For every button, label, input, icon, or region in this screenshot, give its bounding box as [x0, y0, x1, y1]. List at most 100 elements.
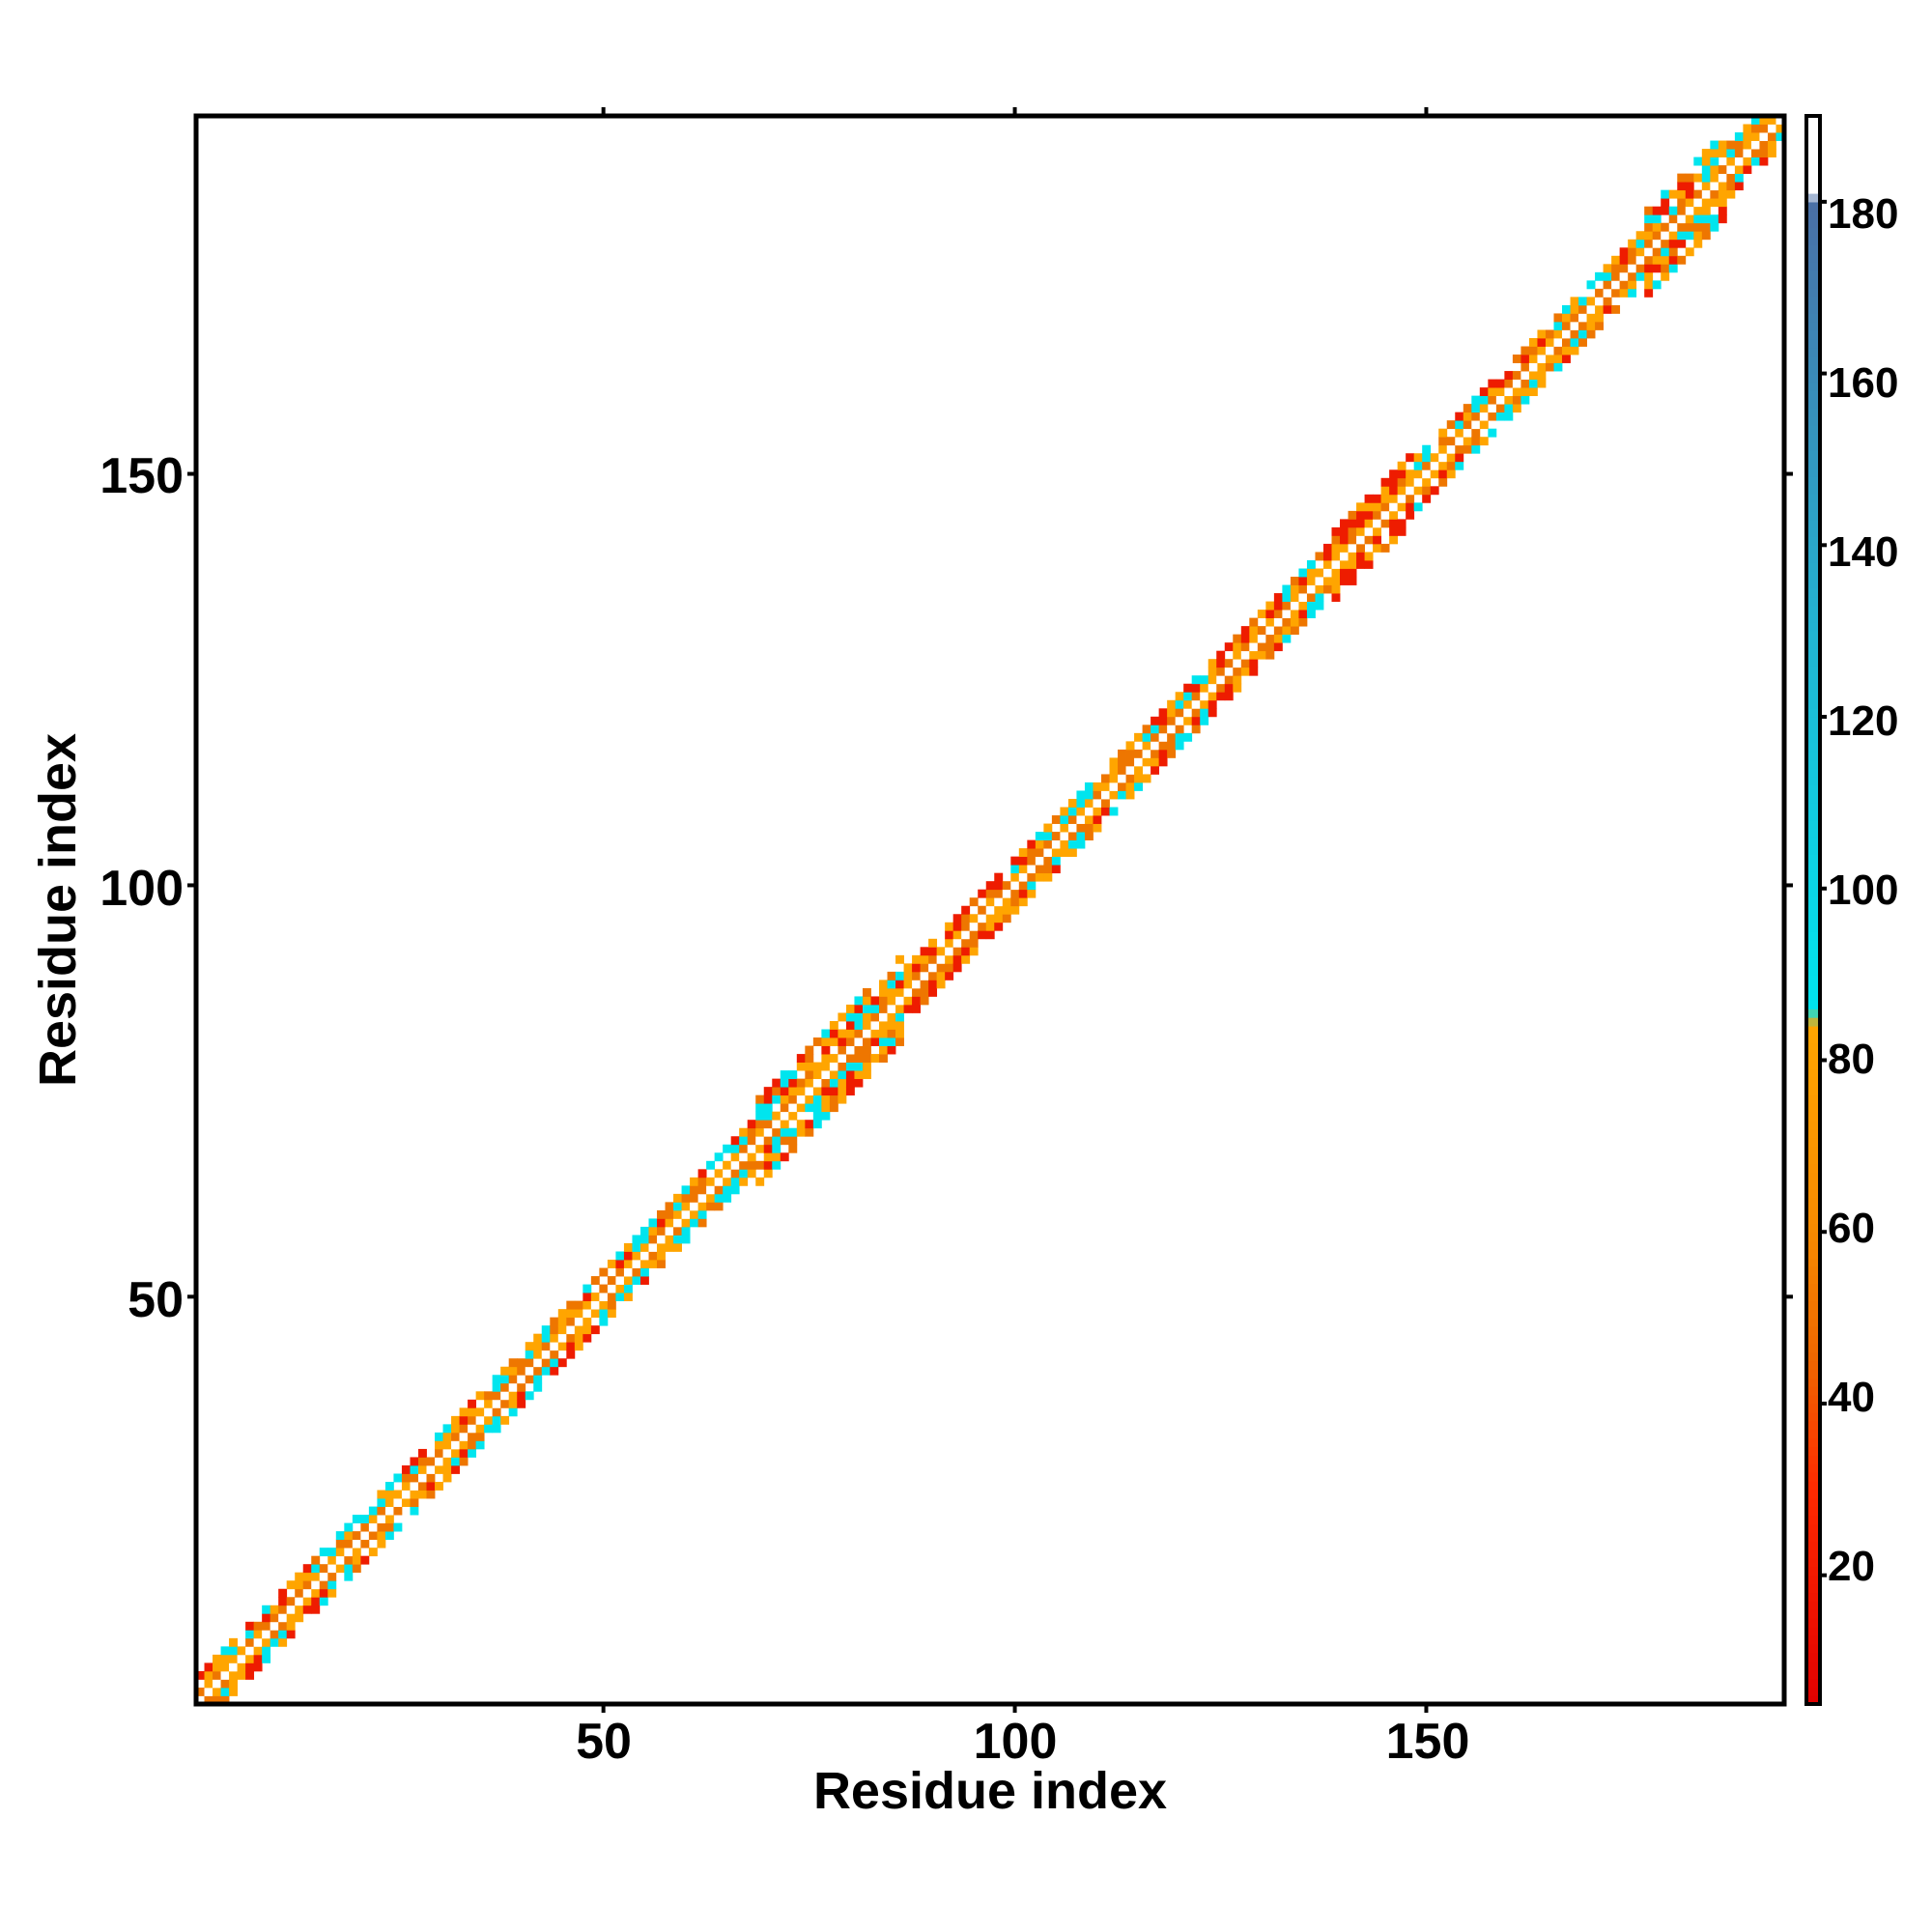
heatmap-cell — [492, 1382, 501, 1392]
heatmap-cell — [870, 1012, 880, 1022]
colorbar-segment — [1806, 982, 1820, 993]
heatmap-cell — [1520, 387, 1530, 397]
heatmap-cell — [426, 1457, 436, 1466]
heatmap-cell — [665, 1202, 674, 1211]
heatmap-cell — [1750, 149, 1760, 157]
colorbar-segment — [1806, 176, 1820, 185]
heatmap-cell — [1488, 379, 1497, 388]
heatmap-cell — [1364, 526, 1374, 536]
heatmap-cell — [657, 1226, 666, 1236]
heatmap-cell — [862, 1070, 871, 1080]
heatmap-cell — [1142, 774, 1151, 783]
colorbar-segment — [1806, 287, 1820, 298]
colorbar-segment — [1806, 1206, 1820, 1216]
heatmap-cell — [1265, 610, 1275, 619]
heatmap-cell — [1364, 519, 1374, 528]
heatmap-cell — [714, 1177, 724, 1186]
colorbar-segment — [1806, 1068, 1820, 1078]
heatmap-cell — [1750, 116, 1760, 125]
heatmap-cell — [377, 1522, 386, 1532]
heatmap-cell — [1273, 601, 1283, 611]
heatmap-cell — [302, 1564, 312, 1574]
colorbar-segment — [1806, 956, 1820, 967]
heatmap-cell — [1685, 222, 1694, 232]
heatmap-cell — [1200, 692, 1209, 701]
heatmap-cell — [484, 1391, 494, 1401]
colorbar-segment — [1806, 717, 1820, 726]
heatmap-cell — [360, 1531, 370, 1541]
heatmap-cell — [1652, 222, 1662, 232]
colorbar-segment — [1806, 1472, 1820, 1482]
colorbar-segment — [1806, 1678, 1820, 1688]
heatmap-cell — [697, 1209, 707, 1219]
heatmap-cell — [870, 996, 880, 1006]
heatmap-cell — [1109, 765, 1119, 775]
heatmap-cell — [1628, 239, 1637, 248]
heatmap-cell — [393, 1522, 403, 1532]
heatmap-cell — [220, 1654, 230, 1663]
heatmap-cell — [475, 1407, 485, 1417]
heatmap-cell — [952, 954, 962, 964]
heatmap-cell — [1611, 288, 1621, 298]
heatmap-cell — [1306, 584, 1316, 594]
heatmap-cell — [887, 971, 896, 980]
heatmap-cell — [1348, 543, 1357, 553]
heatmap-cell — [812, 1103, 822, 1113]
colorbar-segment — [1806, 1172, 1820, 1181]
heatmap-cell — [1422, 453, 1432, 463]
heatmap-cell — [821, 1054, 831, 1063]
colorbar-segment — [1806, 656, 1820, 667]
heatmap-cell — [1109, 807, 1119, 816]
heatmap-cell — [401, 1473, 411, 1483]
heatmap-cell — [1586, 313, 1596, 323]
heatmap-cell — [961, 914, 971, 923]
heatmap-cell — [936, 980, 946, 989]
heatmap-cell — [1340, 543, 1349, 553]
heatmap-cell — [459, 1407, 469, 1417]
heatmap-cell — [1151, 741, 1160, 751]
heatmap-cell — [196, 1687, 205, 1696]
heatmap-cell — [862, 996, 871, 1006]
heatmap-cell — [475, 1440, 485, 1450]
heatmap-cell — [492, 1375, 501, 1384]
heatmap-cell — [854, 1020, 864, 1030]
heatmap-cell — [763, 1160, 773, 1170]
colorbar-segment — [1806, 1188, 1820, 1199]
heatmap-cell — [1743, 124, 1752, 133]
colorbar-segment — [1806, 974, 1820, 984]
colorbar-segment — [1806, 459, 1820, 469]
heatmap-cell — [845, 1037, 855, 1046]
colorbar-segment — [1806, 863, 1820, 872]
heatmap-cell — [468, 1448, 477, 1458]
heatmap-cell — [582, 1325, 592, 1335]
heatmap-cell — [1661, 264, 1670, 273]
heatmap-cell — [1348, 568, 1357, 578]
heatmap-cell — [1528, 355, 1538, 363]
heatmap-cell — [1298, 610, 1308, 619]
heatmap-cell — [928, 980, 938, 989]
heatmap-cell — [435, 1432, 443, 1441]
heatmap-cell — [1043, 872, 1053, 882]
heatmap-cell — [1273, 626, 1283, 636]
colorbar-segment — [1806, 1463, 1820, 1473]
heatmap-cell — [451, 1432, 460, 1441]
heatmap-cell — [213, 1679, 221, 1689]
heatmap-cell — [1701, 149, 1711, 157]
heatmap-cell — [755, 1103, 765, 1113]
heatmap-cell — [952, 963, 962, 973]
heatmap-cell — [1611, 271, 1621, 281]
heatmap-cell — [410, 1498, 419, 1507]
heatmap-cell — [879, 1020, 888, 1030]
colorbar-segment — [1806, 905, 1820, 916]
heatmap-cell — [1118, 749, 1126, 758]
heatmap-cell — [1240, 626, 1250, 636]
heatmap-cell — [1356, 559, 1365, 569]
heatmap-cell — [220, 1687, 230, 1696]
heatmap-cell — [1257, 650, 1266, 660]
heatmap-cell — [1315, 584, 1324, 594]
colorbar-segment — [1806, 1309, 1820, 1319]
heatmap-cell — [410, 1490, 419, 1499]
colorbar-segment — [1806, 1661, 1820, 1671]
heatmap-cell — [1562, 329, 1571, 339]
heatmap-cell — [862, 1020, 871, 1030]
